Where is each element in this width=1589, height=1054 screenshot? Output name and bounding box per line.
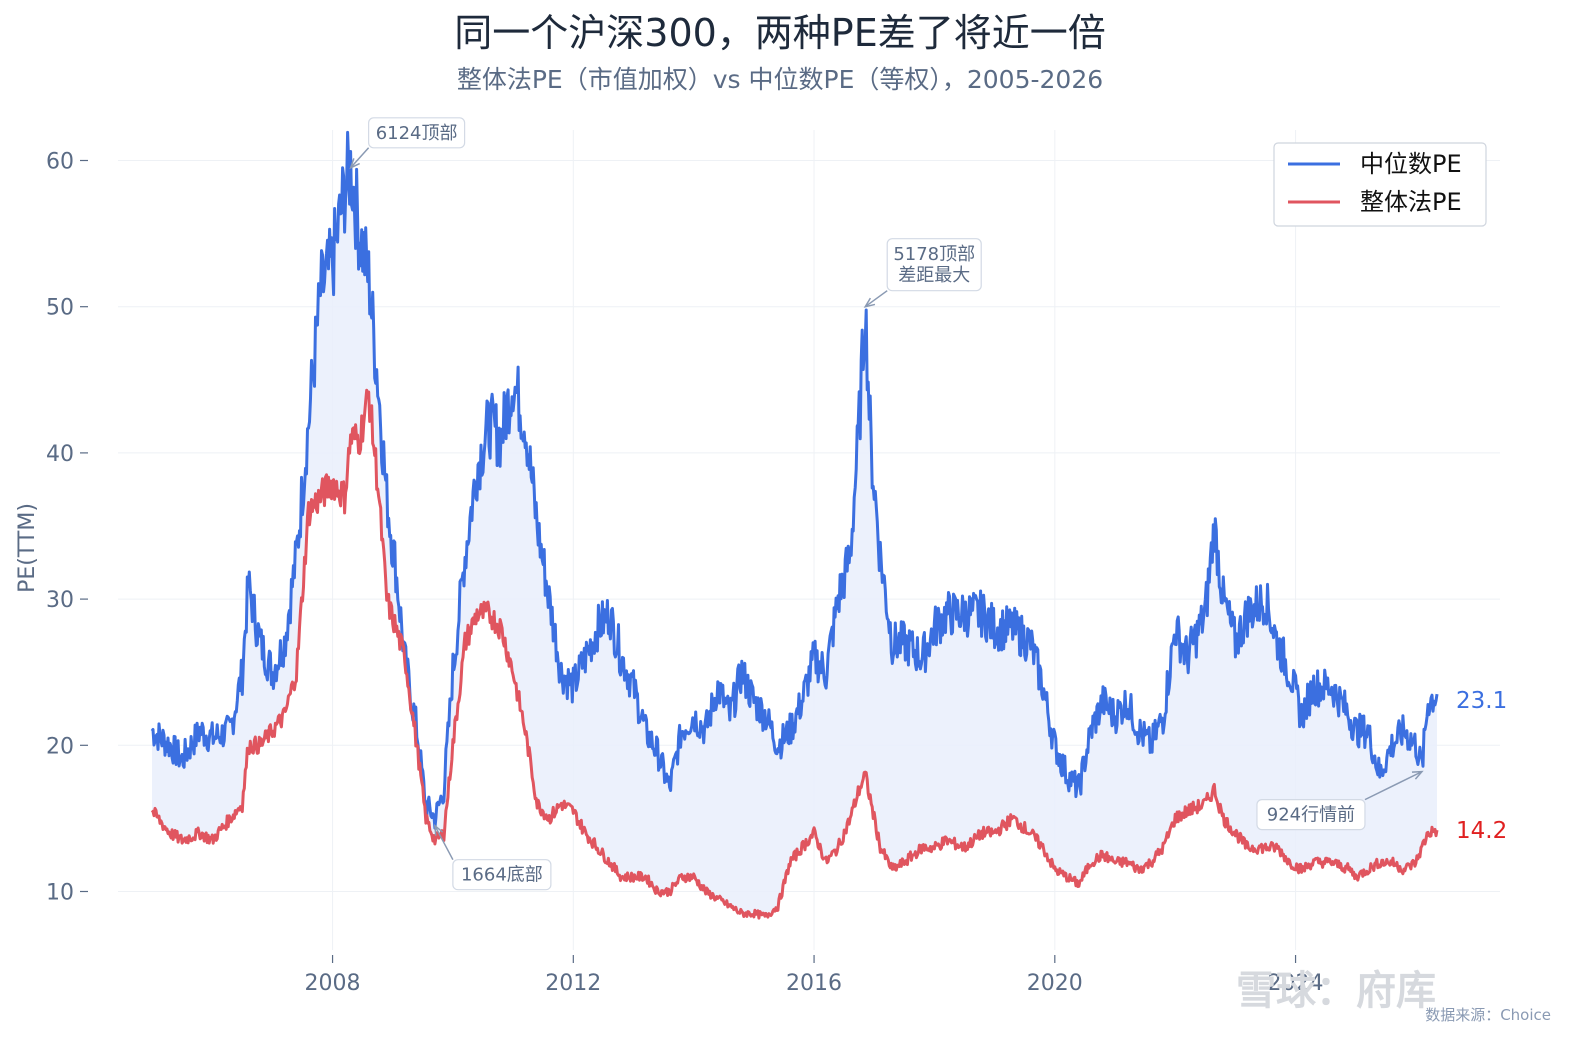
annotation-arrowhead: [863, 297, 876, 308]
gap-fill-area: [152, 132, 1437, 919]
annotation-box: [886, 238, 982, 292]
x-tick-label: 2016: [786, 971, 842, 996]
annotation-text: 6124顶部: [376, 123, 458, 144]
annotation: 6124顶部: [349, 117, 466, 170]
median-pe-line: [150, 130, 1439, 830]
y-tick-label: 30: [46, 588, 74, 613]
y-tick-label: 10: [46, 881, 74, 906]
chart-title: 同一个沪深300，两种PE差了将近一倍: [454, 11, 1105, 55]
y-tick-label: 20: [46, 734, 74, 759]
legend: 中位数PE 整体法PE: [1273, 142, 1487, 227]
y-tick-label: 60: [46, 150, 74, 175]
end-label-median: 23.1: [1456, 688, 1507, 714]
annotation-box: [368, 117, 466, 149]
annotation-text: 924行情前: [1267, 805, 1355, 826]
legend-label-whole: 整体法PE: [1360, 188, 1462, 216]
annotation-arrowhead: [433, 824, 444, 836]
annotation-arrowhead: [349, 158, 360, 170]
y-axis-ticks: 10 20 30 40 50 60: [46, 150, 88, 906]
annotation-text: 差距最大: [898, 265, 970, 286]
annotation-text: 1664底部: [461, 865, 543, 886]
annotation-arrowhead: [1411, 770, 1424, 780]
watermark: 雪球：府库: [1236, 968, 1436, 1014]
data-source: 数据来源：Choice: [1425, 1006, 1551, 1024]
annotation-arrow: [1364, 770, 1423, 801]
y-tick-label: 40: [46, 442, 74, 467]
annotation-arrow: [434, 825, 454, 861]
x-axis-ticks: 2008 2012 2016 2020 2024: [305, 955, 1324, 996]
annotation-box: [1256, 799, 1366, 831]
legend-label-median: 中位数PE: [1360, 150, 1462, 178]
x-tick-label: 2012: [545, 971, 601, 996]
whole-pe-line: [150, 388, 1439, 920]
annotation: 1664底部: [433, 824, 552, 891]
x-tick-label: 2008: [305, 971, 361, 996]
end-label-whole: 14.2: [1456, 818, 1507, 844]
y-tick-label: 50: [46, 296, 74, 321]
x-tick-label: 2020: [1027, 971, 1083, 996]
annotation: 924行情前: [1256, 770, 1424, 831]
annotation-box: [452, 859, 552, 891]
x-tick-label: 2024: [1268, 971, 1324, 996]
annotation-text: 5178顶部: [893, 244, 975, 265]
annotation-arrow: [350, 147, 370, 169]
chart-subtitle: 整体法PE（市值加权）vs 中位数PE（等权），2005-2026: [457, 65, 1103, 94]
y-axis-label: PE(TTM): [15, 503, 40, 593]
annotation-arrow: [864, 290, 888, 308]
